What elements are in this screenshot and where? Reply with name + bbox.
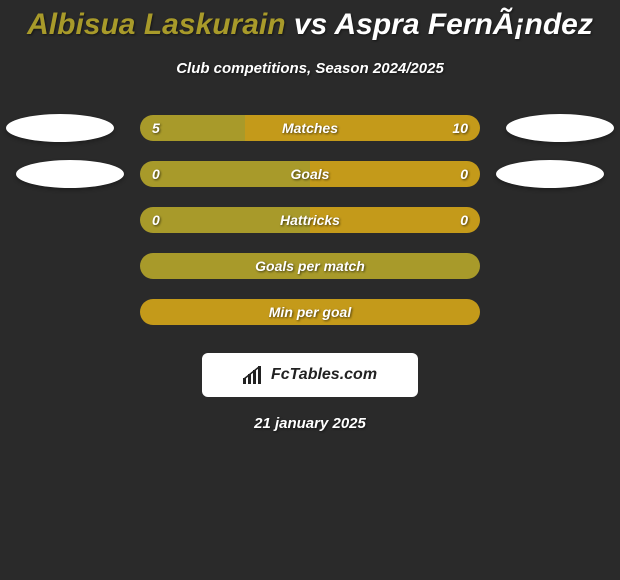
bar-fill-right — [310, 161, 480, 187]
stat-row: Hattricks00 — [0, 197, 620, 243]
brand-text: FcTables.com — [271, 366, 377, 384]
title-player1: Albisua Laskurain — [27, 8, 285, 41]
player-badge-left — [16, 160, 124, 188]
player-badge-right — [506, 114, 614, 142]
bar-fill-left — [140, 115, 245, 141]
subtitle: Club competitions, Season 2024/2025 — [0, 60, 620, 77]
brand-badge: FcTables.com — [202, 353, 418, 397]
stat-rows: Matches510 Goals00 Hattricks00 Goals per ma… — [0, 105, 620, 335]
title-player2: Aspra FernÃ¡ndez — [334, 8, 592, 41]
bar-fill-left — [140, 253, 480, 279]
stat-row: Goals per match — [0, 243, 620, 289]
bar-fill-left — [140, 207, 310, 233]
stat-bar: Matches510 — [140, 115, 480, 141]
title-vs: vs — [286, 8, 335, 41]
player-badge-right — [496, 160, 604, 188]
stat-bar: Hattricks00 — [140, 207, 480, 233]
player-badge-left — [6, 114, 114, 142]
stat-bar: Goals per match — [140, 253, 480, 279]
stat-row: Matches510 — [0, 105, 620, 151]
stat-row: Goals00 — [0, 151, 620, 197]
date-text: 21 january 2025 — [0, 415, 620, 432]
page-title: Albisua Laskurain vs Aspra FernÃ¡ndez — [0, 0, 620, 42]
bar-fill-right — [245, 115, 480, 141]
stat-bar: Min per goal — [140, 299, 480, 325]
stat-row: Min per goal — [0, 289, 620, 335]
chart-icon — [243, 366, 265, 384]
bar-fill-left — [140, 161, 310, 187]
bar-fill-right — [310, 207, 480, 233]
bar-fill-right — [140, 299, 480, 325]
stat-bar: Goals00 — [140, 161, 480, 187]
